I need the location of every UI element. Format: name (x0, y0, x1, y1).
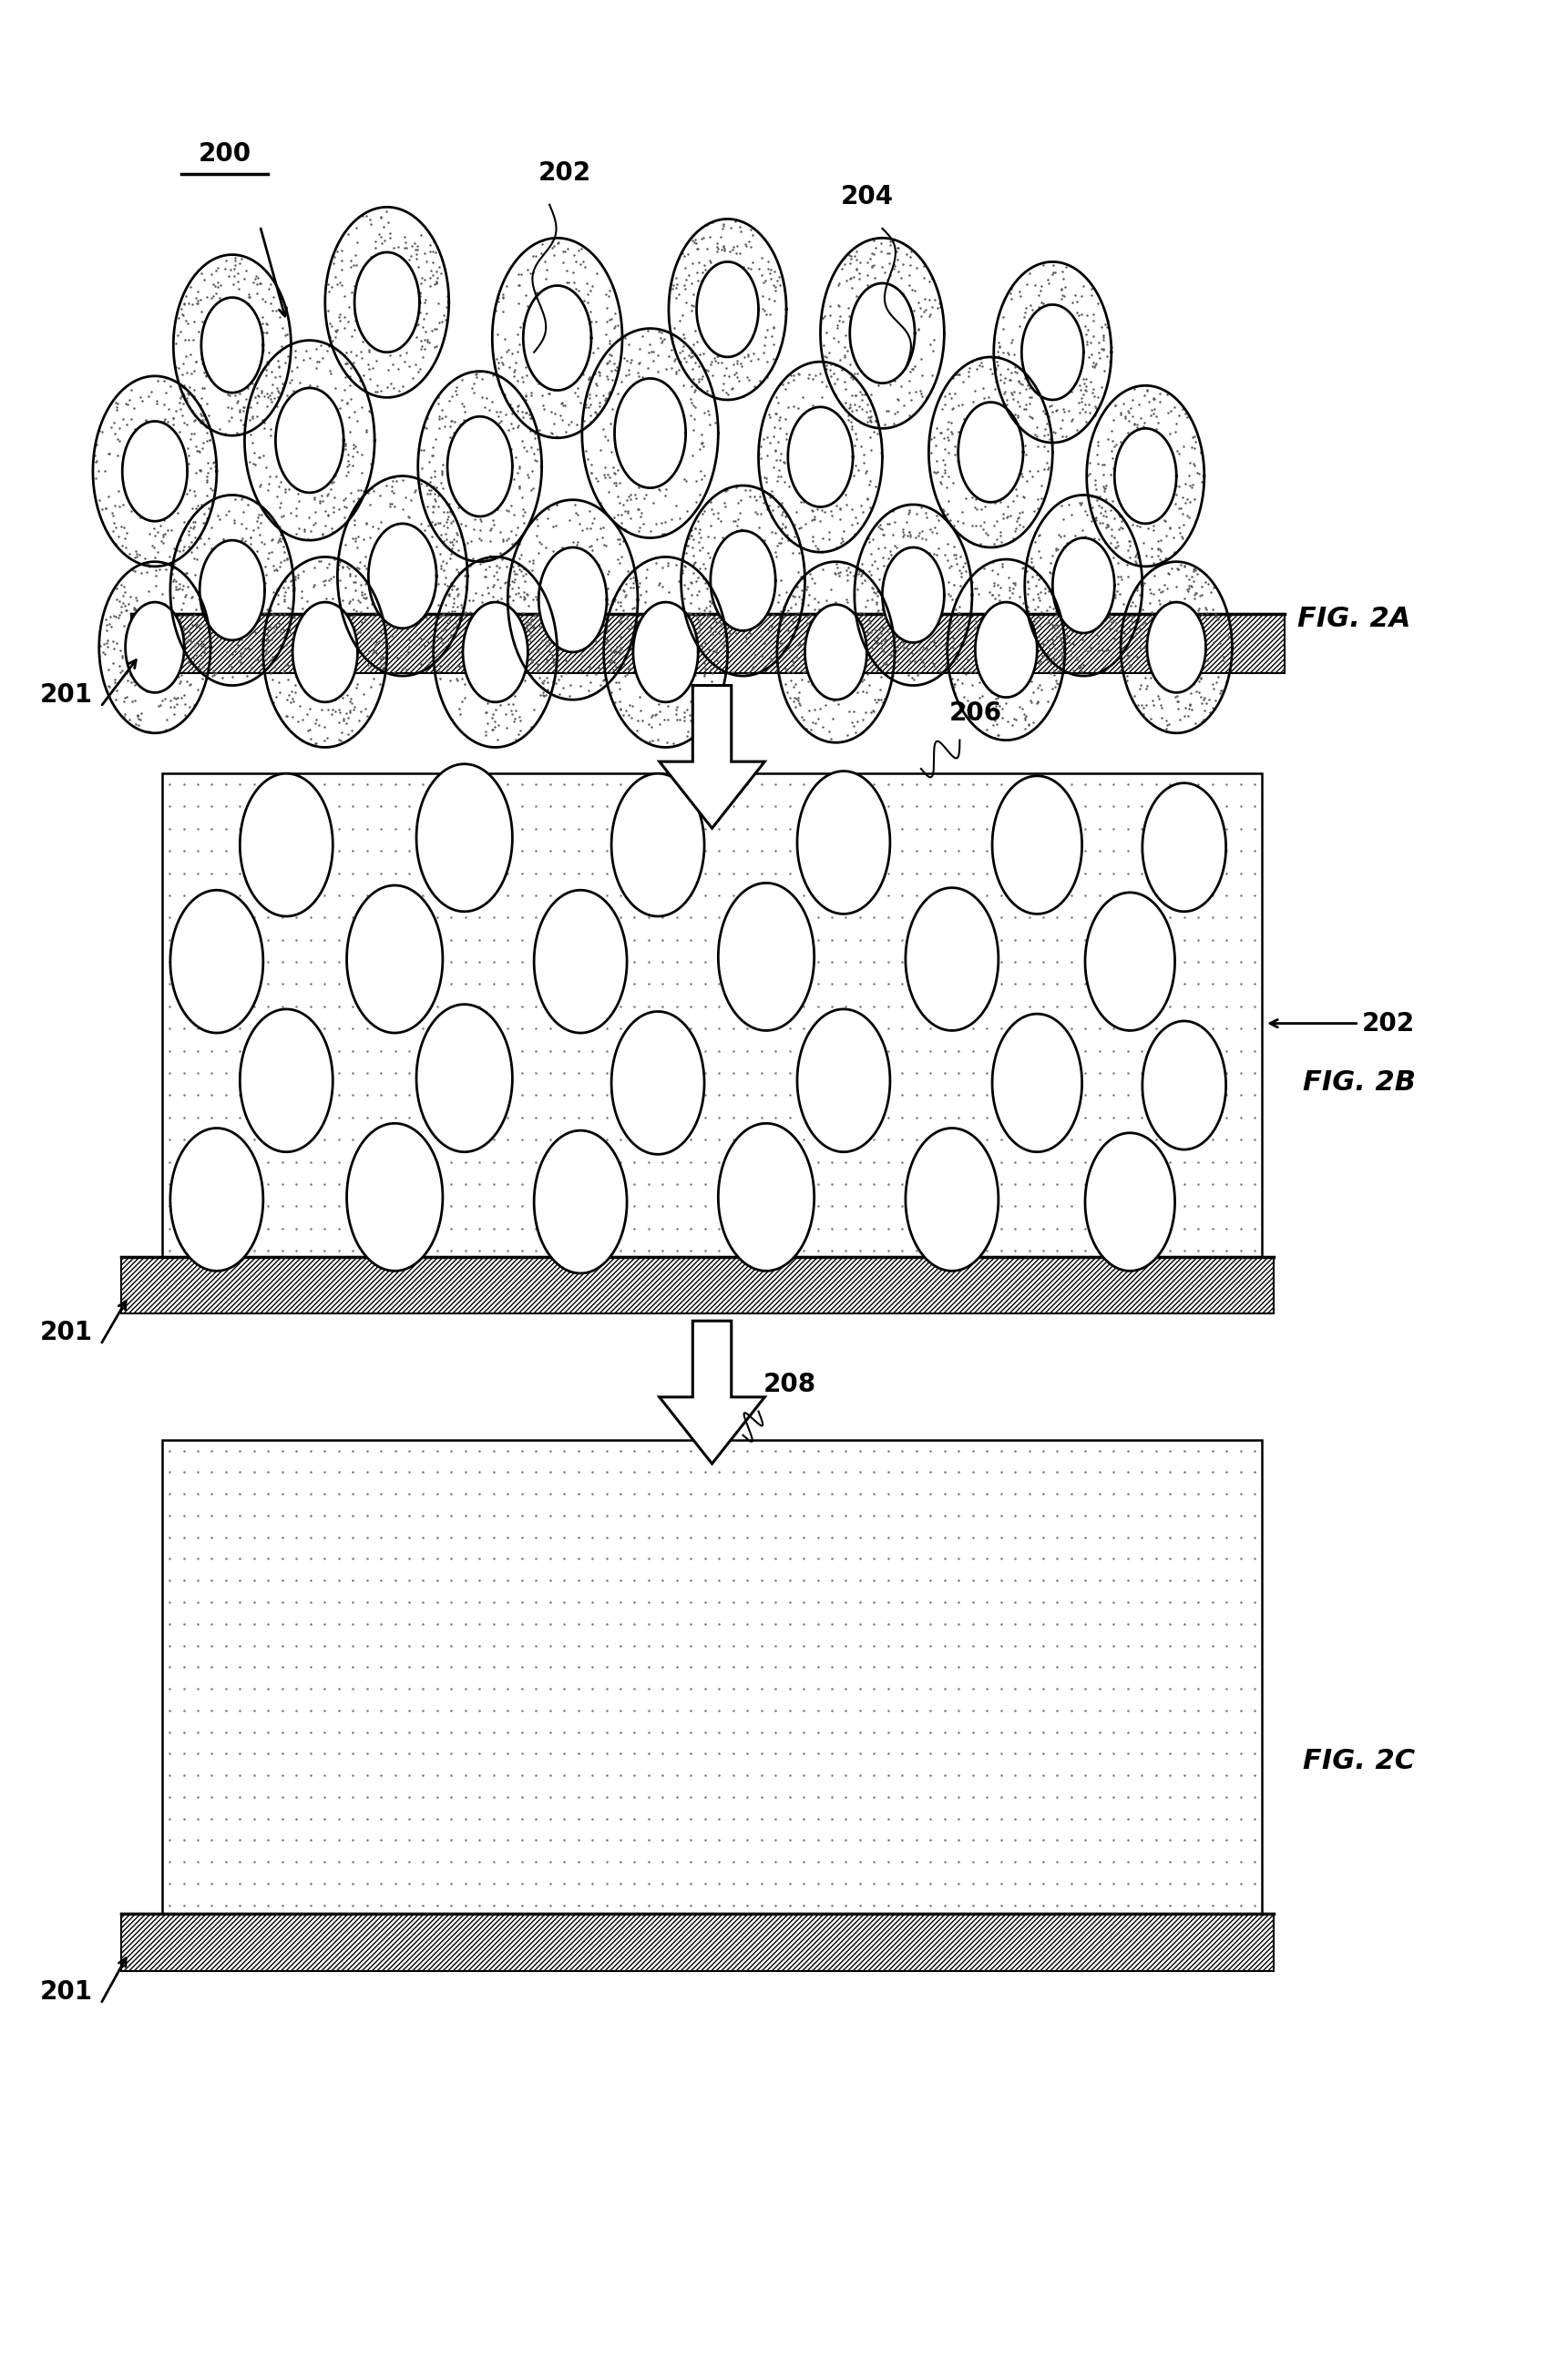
Polygon shape (1052, 538, 1114, 633)
Polygon shape (633, 602, 698, 702)
Polygon shape (463, 602, 528, 702)
Polygon shape (611, 1011, 704, 1154)
Text: 201: 201 (40, 1321, 93, 1345)
Polygon shape (1142, 783, 1225, 912)
Text: 202: 202 (1361, 1011, 1414, 1035)
Polygon shape (368, 524, 436, 628)
Polygon shape (718, 883, 814, 1031)
Text: FIG. 2C: FIG. 2C (1303, 1747, 1414, 1775)
Polygon shape (905, 1128, 998, 1271)
Polygon shape (170, 890, 263, 1033)
Polygon shape (958, 402, 1023, 502)
Polygon shape (659, 685, 764, 828)
Polygon shape (523, 286, 591, 390)
Text: 202: 202 (538, 159, 591, 186)
Polygon shape (882, 547, 944, 643)
Polygon shape (170, 1128, 263, 1271)
Text: 206: 206 (948, 700, 1001, 726)
Polygon shape (1114, 428, 1176, 524)
Polygon shape (275, 388, 343, 493)
Bar (162, 774, 1261, 1261)
Text: 204: 204 (840, 183, 893, 209)
Polygon shape (659, 1321, 764, 1464)
Polygon shape (534, 1130, 627, 1273)
Polygon shape (416, 764, 512, 912)
Polygon shape (804, 605, 866, 700)
Polygon shape (347, 1123, 442, 1271)
Bar (131, 614, 1284, 674)
Polygon shape (122, 421, 187, 521)
Polygon shape (992, 1014, 1081, 1152)
Text: 201: 201 (40, 1980, 93, 2004)
Polygon shape (1084, 892, 1174, 1031)
Polygon shape (240, 1009, 333, 1152)
Polygon shape (849, 283, 914, 383)
Polygon shape (718, 1123, 814, 1271)
Polygon shape (992, 776, 1081, 914)
Polygon shape (538, 547, 606, 652)
Polygon shape (611, 774, 704, 916)
Bar (121, 1257, 1273, 1314)
Bar (162, 1440, 1261, 1916)
Polygon shape (240, 774, 333, 916)
Polygon shape (1146, 602, 1205, 693)
Polygon shape (292, 602, 357, 702)
Text: 200: 200 (198, 140, 251, 167)
Polygon shape (534, 890, 627, 1033)
Polygon shape (416, 1004, 512, 1152)
Polygon shape (696, 262, 758, 357)
Text: 201: 201 (40, 683, 93, 707)
Polygon shape (447, 416, 512, 516)
Polygon shape (201, 298, 263, 393)
Bar (121, 1914, 1273, 1971)
Polygon shape (1142, 1021, 1225, 1150)
Text: 208: 208 (763, 1371, 815, 1397)
Text: FIG. 2A: FIG. 2A (1296, 605, 1411, 633)
Polygon shape (1021, 305, 1083, 400)
Text: FIG. 2B: FIG. 2B (1303, 1069, 1414, 1097)
Polygon shape (710, 531, 775, 631)
Polygon shape (797, 1009, 890, 1152)
Polygon shape (347, 885, 442, 1033)
Polygon shape (975, 602, 1036, 697)
Polygon shape (614, 378, 685, 488)
Polygon shape (200, 540, 265, 640)
Polygon shape (797, 771, 890, 914)
Polygon shape (354, 252, 419, 352)
Polygon shape (905, 888, 998, 1031)
Polygon shape (1084, 1133, 1174, 1271)
Polygon shape (787, 407, 852, 507)
Polygon shape (125, 602, 184, 693)
